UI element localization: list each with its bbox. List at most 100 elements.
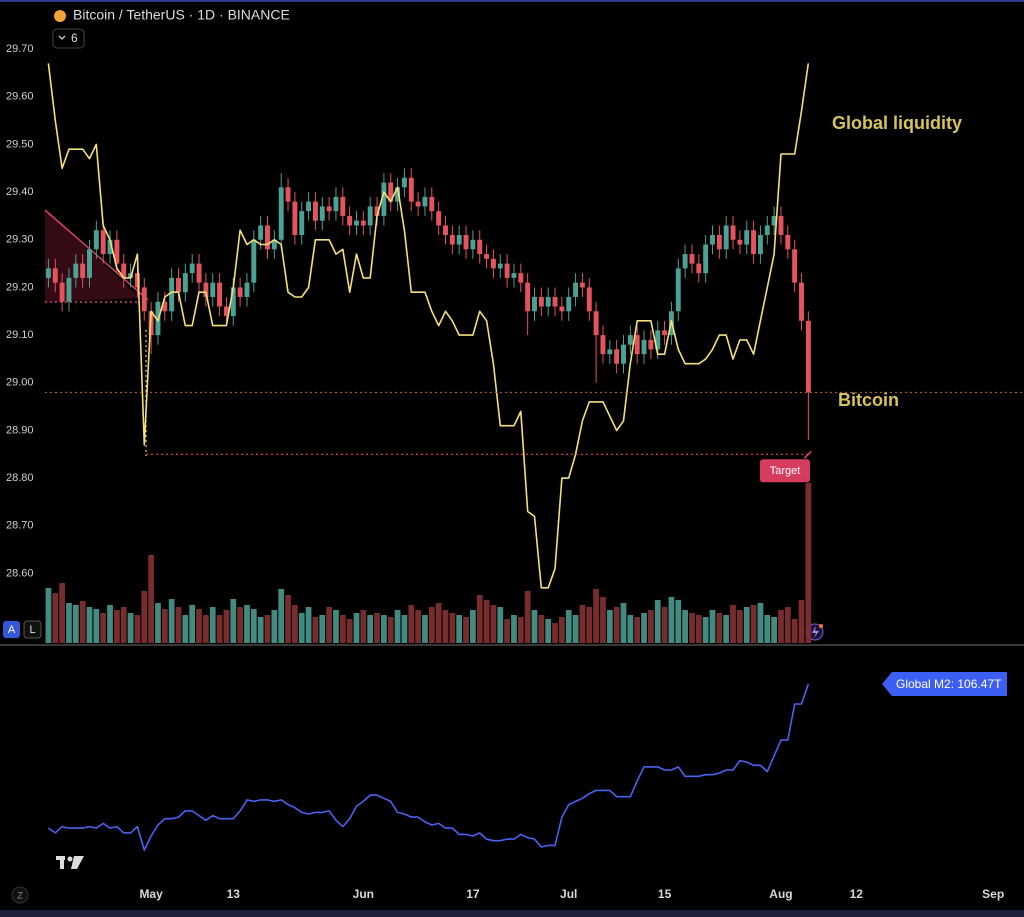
candle-body: [251, 239, 257, 283]
volume-bar: [524, 591, 531, 643]
volume-bar: [333, 610, 339, 643]
volume-bar: [675, 600, 682, 643]
volume-bar: [593, 589, 599, 643]
x-tick-label: 12: [850, 887, 864, 901]
volume-bar: [189, 605, 196, 643]
volume-bar: [168, 599, 175, 643]
volume-bar: [415, 610, 421, 643]
timezone-button[interactable]: [11, 886, 29, 904]
target-arrow: [803, 450, 812, 459]
volume-bar: [428, 607, 435, 643]
volume-bar: [600, 597, 606, 643]
logo-part: [71, 856, 84, 869]
volume-bar: [579, 605, 586, 643]
volume-bar: [387, 617, 394, 643]
x-tick-label: Jul: [560, 887, 577, 901]
volume-bar: [257, 617, 264, 643]
candle-body: [771, 215, 777, 226]
candle-body: [730, 225, 736, 240]
candle-body: [312, 201, 318, 221]
volume-bar: [127, 613, 134, 643]
candle-body: [463, 235, 469, 250]
volume-bar: [292, 605, 298, 643]
volume-bar: [791, 619, 798, 643]
volume-bar: [72, 605, 79, 643]
candle-body: [121, 263, 127, 278]
candle-body: [785, 235, 791, 250]
candle-body: [532, 296, 537, 312]
volume-bar: [120, 607, 127, 643]
candle-body: [545, 296, 551, 307]
volume-bar: [490, 605, 497, 643]
candle-body: [401, 177, 407, 188]
candle-body: [381, 182, 387, 216]
volume-bar: [244, 605, 250, 643]
candle-body: [107, 239, 113, 255]
series-line: [47, 683, 810, 851]
log-scale-button[interactable]: [23, 620, 42, 639]
candle-body: [100, 230, 106, 255]
candle-body: [326, 206, 332, 212]
candle-body: [408, 177, 414, 202]
candle-body: [525, 282, 531, 312]
volume-bar: [182, 615, 189, 643]
m2-badge: [882, 672, 1007, 697]
volume-bar: [764, 615, 771, 643]
auto-scale-button[interactable]: [3, 621, 20, 638]
candle-body: [114, 239, 120, 264]
volume-bar: [79, 601, 86, 643]
candle-body: [354, 220, 359, 226]
volume-bar: [312, 617, 319, 643]
volume-bar: [408, 605, 415, 643]
y-tick-label: 28.70: [6, 520, 34, 532]
candle-body: [134, 273, 140, 288]
volume-bar: [538, 615, 545, 643]
volume-bar: [750, 605, 757, 643]
volume-bar: [517, 617, 524, 643]
volume-bar: [470, 610, 476, 643]
volume-bar: [648, 610, 654, 643]
candle-body: [141, 287, 147, 312]
volume-bar: [319, 615, 326, 643]
candle-body: [710, 235, 715, 245]
candle-body: [237, 287, 243, 297]
volume-bar: [668, 597, 675, 643]
volume-bar: [66, 603, 72, 643]
volume-bar: [271, 610, 278, 643]
candle-body: [689, 254, 695, 264]
volume-bar: [586, 607, 593, 643]
candle-body: [518, 273, 524, 283]
y-tick-label: 29.60: [6, 91, 34, 103]
candle-body: [182, 273, 188, 293]
volume-bar: [285, 595, 291, 643]
candle-body: [285, 187, 291, 202]
candle-body: [552, 296, 558, 307]
volume-bar: [737, 610, 743, 643]
candle-body: [675, 268, 681, 312]
indicators-button[interactable]: [52, 28, 85, 49]
volume-bar: [401, 615, 408, 643]
candle-body: [477, 239, 483, 255]
volume-bar: [278, 589, 285, 643]
candle-body: [586, 287, 592, 312]
candle-body: [778, 215, 784, 235]
candle-body: [566, 296, 572, 312]
candle-body: [490, 258, 496, 269]
volume-bar: [374, 613, 380, 643]
candle-body: [278, 187, 284, 240]
candle-body: [340, 196, 346, 216]
volume-bar: [778, 610, 784, 643]
y-tick-label: 29.20: [6, 281, 34, 293]
candle-body: [436, 211, 442, 226]
candle-body: [703, 244, 709, 274]
event-dot: [819, 624, 823, 628]
candle-body: [757, 235, 763, 255]
volume-bar: [723, 615, 730, 643]
volume-bar: [743, 607, 750, 643]
candle-body: [579, 282, 585, 288]
candle-body: [223, 306, 229, 317]
volume-bar: [654, 600, 661, 643]
volume-bar: [196, 609, 202, 643]
logo-part: [67, 856, 73, 862]
